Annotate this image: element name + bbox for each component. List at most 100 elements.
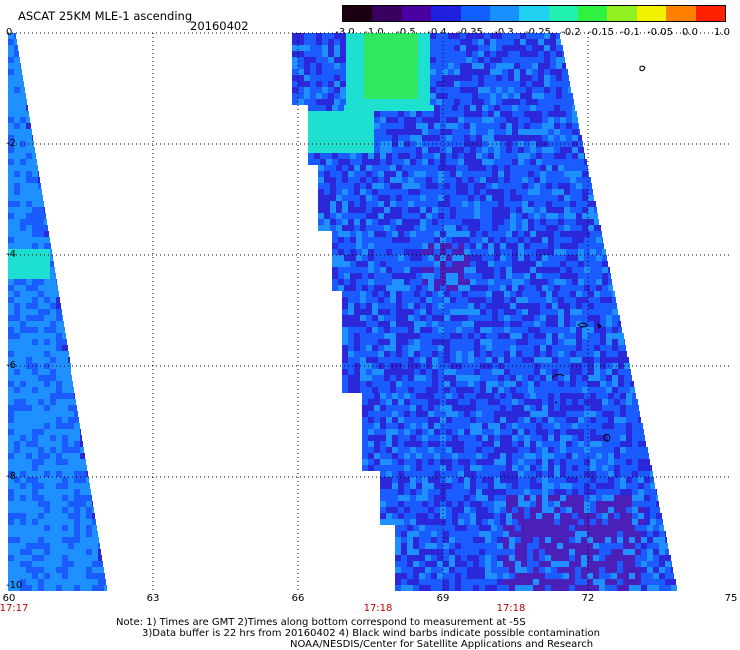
right-swath-cell xyxy=(554,129,560,135)
right-swath-cell xyxy=(566,477,572,483)
left-swath-cell xyxy=(44,243,50,249)
right-swath-cell xyxy=(410,489,416,495)
right-swath-cell xyxy=(638,441,644,447)
right-swath-cell xyxy=(528,297,534,303)
right-swath-cell xyxy=(432,219,438,225)
right-swath-cell xyxy=(422,429,428,435)
left-swath-cell xyxy=(68,513,74,519)
right-swath-cell xyxy=(506,267,512,273)
right-swath-cell xyxy=(569,549,575,555)
right-swath-cell xyxy=(536,435,542,441)
right-swath-cell xyxy=(582,291,588,297)
right-swath-cell xyxy=(418,33,424,39)
right-swath-cell xyxy=(460,75,466,81)
right-swath-cell xyxy=(386,465,392,471)
right-swath-cell xyxy=(390,183,396,189)
right-swath-cell xyxy=(434,453,440,459)
right-swath-cell xyxy=(386,483,392,489)
left-swath-cell xyxy=(80,435,82,441)
right-swath-cell xyxy=(575,525,581,531)
right-swath-cell xyxy=(458,465,464,471)
right-swath-cell xyxy=(338,105,344,111)
right-swath-cell xyxy=(464,105,470,111)
left-swath-cell xyxy=(62,585,68,591)
left-swath-cell xyxy=(14,519,20,525)
right-swath-cell xyxy=(368,117,374,123)
left-swath-cell xyxy=(26,147,32,153)
right-swath-cell xyxy=(596,483,602,489)
right-swath-cell xyxy=(360,303,366,309)
left-swath-cell xyxy=(20,459,26,465)
right-swath-cell xyxy=(494,507,500,513)
right-swath-cell xyxy=(556,93,562,99)
right-swath-cell xyxy=(632,429,638,435)
right-swath-cell xyxy=(420,225,426,231)
right-swath-cell xyxy=(534,213,540,219)
left-swath-cell xyxy=(104,573,105,579)
left-swath-cell xyxy=(62,423,68,429)
right-swath-cell xyxy=(308,159,314,165)
right-swath-cell xyxy=(452,519,458,525)
right-swath-cell xyxy=(599,555,605,561)
right-swath-cell xyxy=(562,69,568,75)
right-swath-cell xyxy=(404,231,410,237)
left-swath-cell xyxy=(44,369,50,375)
right-swath-cell xyxy=(588,297,594,303)
right-swath-cell xyxy=(618,351,624,357)
right-swath-cell xyxy=(564,351,570,357)
right-swath-cell xyxy=(420,309,426,315)
right-swath-cell xyxy=(538,57,544,63)
right-swath-cell xyxy=(624,387,630,393)
left-swath-cell xyxy=(68,507,74,513)
right-swath-cell xyxy=(461,549,467,555)
left-swath-cell xyxy=(56,417,62,423)
left-swath-cell xyxy=(26,201,32,207)
left-swath-cell xyxy=(56,375,62,381)
left-swath-cell xyxy=(8,441,14,447)
right-swath-cell xyxy=(462,339,468,345)
left-swath-cell xyxy=(14,63,20,69)
right-swath-cell xyxy=(540,339,546,345)
right-swath-cell xyxy=(432,207,438,213)
right-swath-cell xyxy=(384,327,390,333)
right-swath-cell xyxy=(314,153,320,159)
right-swath-cell xyxy=(578,507,584,513)
right-swath-cell xyxy=(479,549,485,555)
right-swath-cell xyxy=(608,483,614,489)
right-swath-cell xyxy=(464,507,470,513)
left-swath-cell xyxy=(14,585,20,591)
right-swath-cell xyxy=(542,285,548,291)
left-swath-cell xyxy=(26,495,32,501)
right-swath-cell xyxy=(418,69,424,75)
right-swath-cell xyxy=(542,255,548,261)
right-swath-cell xyxy=(330,171,336,177)
right-swath-cell xyxy=(504,297,510,303)
right-swath-cell xyxy=(398,423,404,429)
left-swath-cell xyxy=(56,459,62,465)
right-swath-cell xyxy=(546,165,552,171)
right-swath-cell xyxy=(458,417,464,423)
right-swath-cell xyxy=(560,285,566,291)
right-swath-cell xyxy=(590,399,596,405)
right-swath-cell xyxy=(611,543,617,549)
right-swath-cell xyxy=(342,171,348,177)
right-swath-cell xyxy=(530,267,536,273)
right-swath-cell xyxy=(310,63,316,69)
right-swath-cell xyxy=(402,345,408,351)
right-swath-cell xyxy=(496,87,502,93)
right-swath-cell xyxy=(480,201,486,207)
right-swath-cell xyxy=(542,243,548,249)
right-swath-cell xyxy=(360,321,366,327)
left-swath-cell xyxy=(68,417,74,423)
left-swath-cell xyxy=(8,117,14,123)
colorbar-segment xyxy=(343,6,373,21)
right-swath-cell xyxy=(536,285,542,291)
right-swath-cell xyxy=(554,231,560,237)
right-swath-cell xyxy=(626,489,632,495)
right-swath-cell xyxy=(524,129,530,135)
right-swath-cell xyxy=(402,339,408,345)
right-swath-cell xyxy=(450,351,456,357)
left-swath-cell xyxy=(8,465,14,471)
right-swath-cell xyxy=(368,405,374,411)
right-swath-cell xyxy=(384,381,390,387)
